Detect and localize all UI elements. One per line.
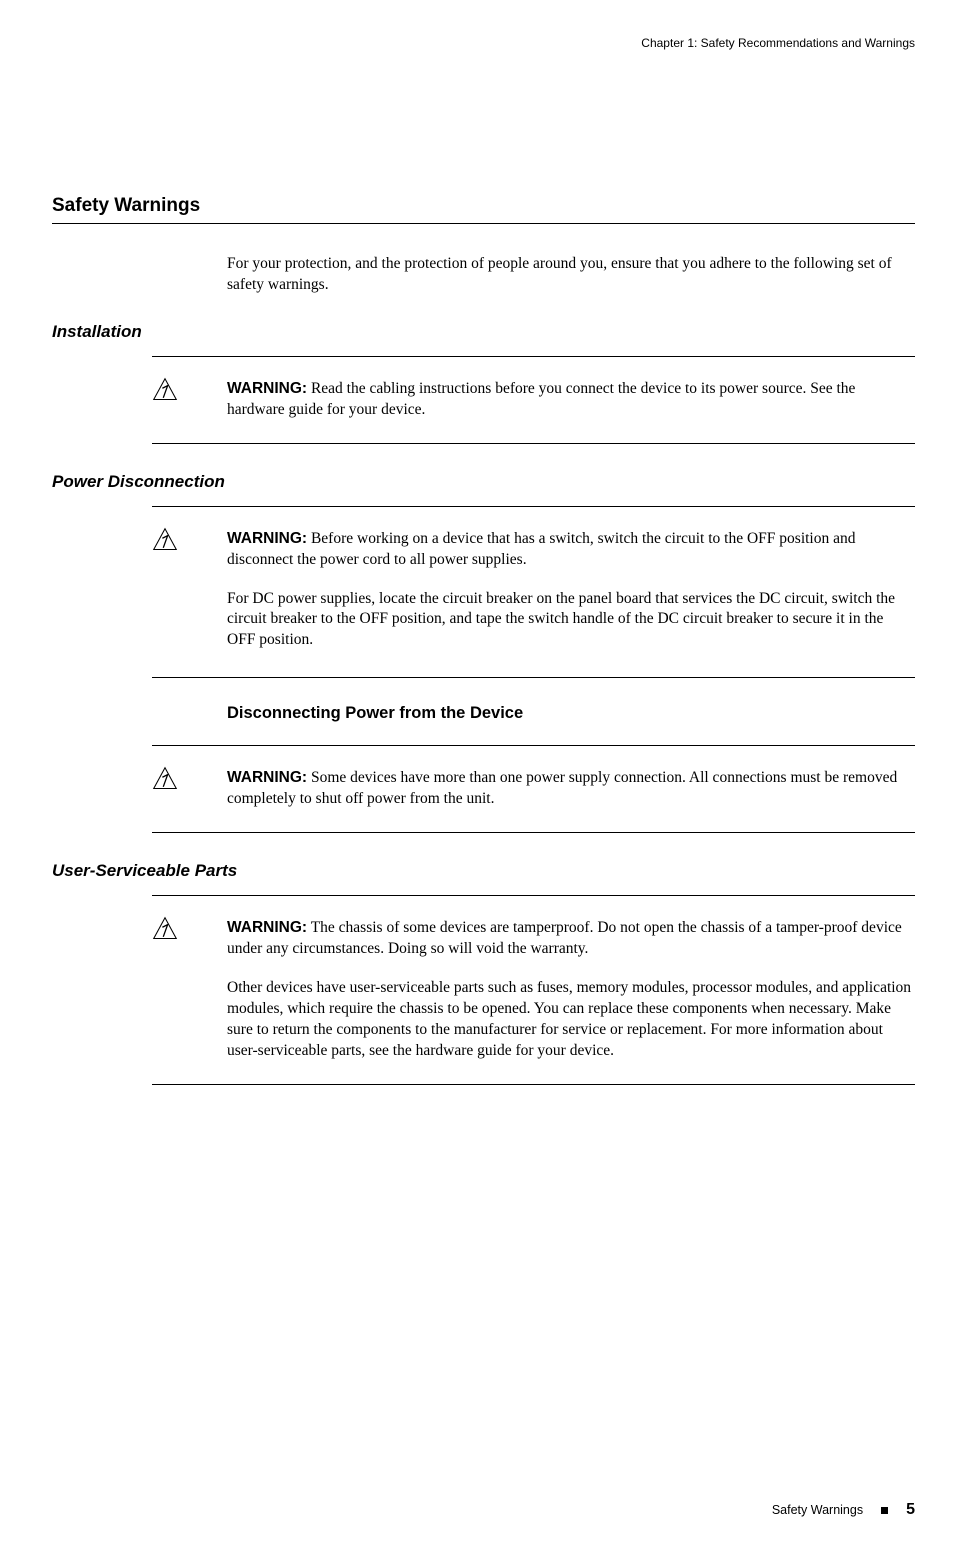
warning-body: Read the cabling instructions before you… — [227, 380, 855, 418]
warning-label: WARNING: — [227, 769, 307, 786]
warning-block-installation: WARNING: Read the cabling instructions b… — [152, 356, 915, 444]
warning-text-2: Other devices have user-serviceable part… — [227, 978, 915, 1062]
warning-body: Some devices have more than one power su… — [227, 769, 897, 807]
warning-label: WARNING: — [227, 530, 307, 547]
warning-label: WARNING: — [227, 380, 307, 397]
subsection-heading-power: Power Disconnection — [52, 472, 915, 492]
warning-triangle-icon — [152, 377, 178, 403]
subsection-heading-installation: Installation — [52, 322, 915, 342]
running-header: Chapter 1: Safety Recommendations and Wa… — [52, 36, 915, 50]
warning-text: WARNING: Read the cabling instructions b… — [227, 379, 915, 421]
page-footer: Safety Warnings 5 — [772, 1501, 915, 1519]
warning-text: WARNING: Some devices have more than one… — [227, 768, 915, 810]
warning-body: Before working on a device that has a sw… — [227, 530, 856, 568]
page-number: 5 — [906, 1501, 915, 1519]
subsubsection-heading-disconnecting: Disconnecting Power from the Device — [227, 704, 915, 723]
footer-marker-icon — [881, 1507, 888, 1514]
section-title: Safety Warnings — [52, 195, 915, 217]
warning-end-rule — [152, 677, 915, 678]
document-page: Chapter 1: Safety Recommendations and Wa… — [0, 0, 975, 1555]
warning-label: WARNING: — [227, 919, 307, 936]
subsection-heading-user-serviceable: User-Serviceable Parts — [52, 861, 915, 881]
warning-body: The chassis of some devices are tamperpr… — [227, 919, 902, 957]
section-rule — [52, 223, 915, 224]
warning-block-power: WARNING: Before working on a device that… — [152, 506, 915, 670]
warning-block-user-serviceable: WARNING: The chassis of some devices are… — [152, 895, 915, 1085]
warning-block-disconnecting: WARNING: Some devices have more than one… — [152, 745, 915, 833]
warning-triangle-icon — [152, 766, 178, 792]
warning-text-2: For DC power supplies, locate the circui… — [227, 589, 915, 652]
warning-text: WARNING: Before working on a device that… — [227, 529, 915, 571]
footer-section-name: Safety Warnings — [772, 1503, 863, 1517]
intro-paragraph: For your protection, and the protection … — [227, 254, 915, 296]
warning-triangle-icon — [152, 527, 178, 553]
warning-triangle-icon — [152, 916, 178, 942]
warning-text: WARNING: The chassis of some devices are… — [227, 918, 915, 960]
